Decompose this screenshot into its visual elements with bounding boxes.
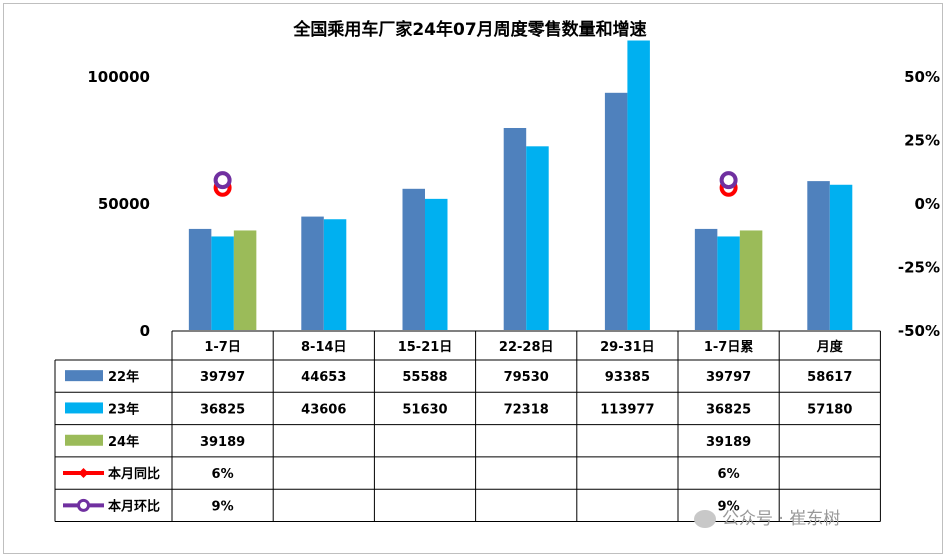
bar-24年 xyxy=(739,230,763,330)
table-cell: 9% xyxy=(718,499,740,514)
legend-label: 24年 xyxy=(108,434,139,450)
y-left-tick-label: 100000 xyxy=(87,68,150,86)
chart-title: 全国乘用车厂家24年07月周度零售数量和增速 xyxy=(292,19,646,40)
category-label: 22-28日 xyxy=(499,340,554,355)
table-cell: 79530 xyxy=(504,370,549,385)
table-cell: 58617 xyxy=(807,370,852,385)
y-left-tick-label: 50000 xyxy=(98,195,150,213)
bar-23年 xyxy=(323,219,347,330)
bar-23年 xyxy=(717,236,740,330)
table-cell: 39189 xyxy=(706,435,751,450)
category-label: 29-31日 xyxy=(600,340,655,355)
y-right-tick-label: 0% xyxy=(915,195,940,213)
legend-marker-本月同比 xyxy=(78,468,89,479)
watermark-text: 公众号 · 崔东树 xyxy=(722,509,841,529)
table-cell: 57180 xyxy=(807,402,852,417)
point-本月环比 xyxy=(213,171,232,190)
category-label: 月度 xyxy=(816,339,844,355)
table-cell: 39797 xyxy=(706,370,751,385)
watermark: 公众号 · 崔东树 xyxy=(694,504,840,529)
chart-frame xyxy=(3,3,943,554)
table-cell: 72318 xyxy=(504,402,549,417)
table-cell: 55588 xyxy=(402,370,447,385)
bar-22年 xyxy=(807,181,830,330)
category-label: 15-21日 xyxy=(398,340,453,355)
category-label: 1-7日 xyxy=(204,340,241,355)
bar-22年 xyxy=(188,228,212,330)
bar-23年 xyxy=(425,198,448,330)
bar-22年 xyxy=(604,92,628,331)
table-cell: 36825 xyxy=(706,402,751,417)
table-cell: 43606 xyxy=(301,402,346,417)
table-cell: 93385 xyxy=(605,370,650,385)
y-right-tick-label: -25% xyxy=(898,259,940,277)
table-cell: 36825 xyxy=(200,402,245,417)
bar-23年 xyxy=(211,236,234,330)
legend-marker-本月环比 xyxy=(77,498,90,512)
table-cell: 9% xyxy=(212,499,234,514)
bar-22年 xyxy=(503,127,527,330)
y-right-tick-label: -50% xyxy=(898,322,940,340)
legend-key-24年 xyxy=(65,434,103,446)
table-cell: 51630 xyxy=(402,402,447,417)
bar-23年 xyxy=(829,184,853,330)
category-label: 8-14日 xyxy=(301,340,347,355)
table-cell: 39797 xyxy=(200,370,245,385)
table-cell: 113977 xyxy=(600,402,654,417)
legend-label: 本月同比 xyxy=(108,466,160,482)
bar-22年 xyxy=(694,228,718,330)
table-cell: 6% xyxy=(718,467,740,482)
legend-label: 22年 xyxy=(108,369,139,385)
bar-22年 xyxy=(402,188,425,330)
bar-23年 xyxy=(526,146,549,330)
table-cell: 44653 xyxy=(301,370,346,385)
wechat-icon xyxy=(694,510,716,528)
legend-key-22年 xyxy=(65,370,103,382)
table-cell: 6% xyxy=(212,467,234,482)
bar-24年 xyxy=(233,230,257,330)
legend-key-23年 xyxy=(65,402,103,414)
legend-label: 23年 xyxy=(108,401,139,417)
point-本月环比 xyxy=(719,171,738,190)
y-right-tick-label: 25% xyxy=(904,132,940,150)
y-left-tick-label: 0 xyxy=(140,322,150,340)
category-label: 1-7日累 xyxy=(704,339,754,355)
table-cell: 39189 xyxy=(200,435,245,450)
legend-label: 本月环比 xyxy=(108,498,160,514)
bar-23年 xyxy=(627,40,650,331)
bar-22年 xyxy=(301,216,324,330)
y-right-tick-label: 50% xyxy=(904,68,940,86)
